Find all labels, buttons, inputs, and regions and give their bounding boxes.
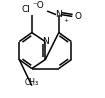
- Text: ⁻O: ⁻O: [33, 1, 44, 10]
- Text: N: N: [55, 10, 62, 19]
- Text: CH₃: CH₃: [25, 78, 39, 87]
- Text: N: N: [42, 37, 49, 46]
- Text: +: +: [63, 18, 69, 23]
- Text: O: O: [74, 12, 81, 21]
- Text: Cl: Cl: [21, 5, 30, 14]
